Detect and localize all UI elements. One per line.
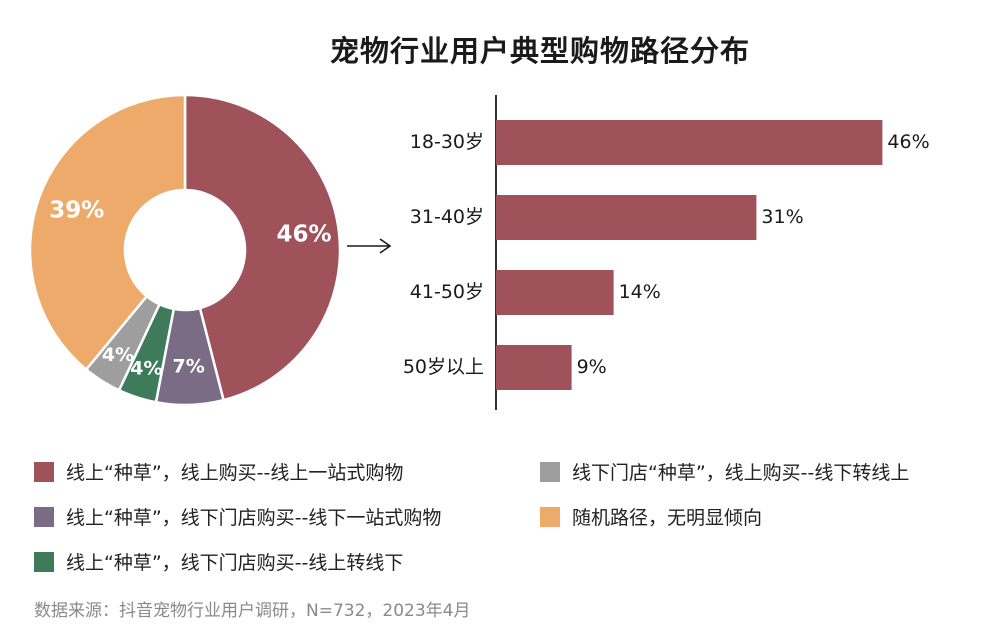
legend-swatch <box>34 461 54 482</box>
bar-data-label: 46% <box>887 131 929 153</box>
legend-item: 线上“种草”，线下门店购买--线上转线下 <box>34 548 403 575</box>
legend-label: 线上“种草”，线下门店购买--线上转线下 <box>66 552 404 574</box>
chart-title: 宠物行业用户典型购物路径分布 <box>329 34 750 68</box>
legend: 线上“种草”，线上购买--线上一站式购物 线上“种草”，线下门店购买--线下一站… <box>0 440 988 590</box>
y-tick-label: 41-50岁 <box>410 281 484 303</box>
slice-data-label: 4% <box>102 344 134 366</box>
legend-swatch <box>540 461 560 482</box>
legend-swatch <box>540 506 560 527</box>
legend-swatch <box>34 551 54 572</box>
y-tick-label: 31-40岁 <box>410 206 484 228</box>
right-arrow-icon <box>347 238 392 254</box>
pie-slice <box>28 93 187 372</box>
legend-item: 线上“种草”，线下门店购买--线下一站式购物 <box>34 503 441 530</box>
legend-label: 随机路径，无明显倾向 <box>572 507 763 529</box>
bar-data-label: 31% <box>761 206 803 228</box>
donut-chart: 46% 7% 4%4% 39% <box>28 93 340 407</box>
bar <box>496 345 572 390</box>
bar-data-label: 9% <box>577 356 607 378</box>
bar <box>496 270 614 315</box>
slice-data-label: 4% <box>130 357 162 379</box>
legend-label: 线上“种草”，线上购买--线上一站式购物 <box>66 462 404 484</box>
legend-label: 线上“种草”，线下门店购买--线下一站式购物 <box>66 507 442 529</box>
slice-data-label: 46% <box>277 221 332 247</box>
pie-slice <box>183 93 340 402</box>
legend-swatch <box>34 506 54 527</box>
bar <box>496 120 883 165</box>
data-source-note: 数据来源：抖音宠物行业用户调研，N=732，2023年4月 <box>34 601 471 621</box>
bar <box>496 195 757 240</box>
bar-data-label: 14% <box>619 281 661 303</box>
legend-item: 随机路径，无明显倾向 <box>540 503 762 530</box>
slice-data-label: 39% <box>49 198 104 224</box>
legend-item: 线下门店“种草”，线上购买--线下转线上 <box>540 458 909 485</box>
bar-chart: 18-30岁 46% 31-40岁 31% 41-50岁 14% 50岁以上 9% <box>403 95 930 410</box>
y-tick-label: 18-30岁 <box>410 131 484 153</box>
legend-label: 线下门店“种草”，线上购买--线下转线上 <box>572 462 910 484</box>
y-tick-label: 50岁以上 <box>403 356 484 378</box>
legend-item: 线上“种草”，线上购买--线上一站式购物 <box>34 458 403 485</box>
slice-data-label: 7% <box>173 355 205 377</box>
